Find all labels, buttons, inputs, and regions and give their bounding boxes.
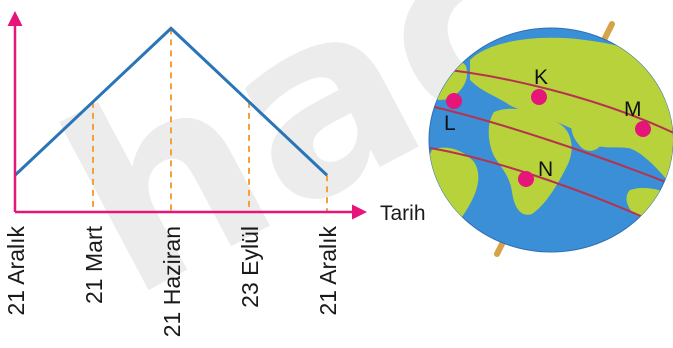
- point-marker-m: [635, 121, 651, 137]
- x-tick-labels: 21 Aralık 21 Mart 21 Haziran 23 Eylül 21 Ara…: [3, 225, 341, 337]
- point-label-m: M: [624, 98, 642, 121]
- point-marker-l: [446, 93, 462, 109]
- guide-lines: [92, 28, 328, 212]
- land-arabia: [571, 123, 604, 151]
- x-tick-label: 23 Eylül: [237, 226, 263, 308]
- globe-illustration: K L M N: [428, 21, 673, 257]
- point-marker-k: [531, 89, 547, 105]
- x-tick-label: 21 Aralık: [315, 226, 341, 316]
- line-chart: Tarih 21 Aralık 21 Mart 21 Haziran 23 Eylül…: [3, 11, 426, 337]
- point-marker-n: [518, 171, 534, 187]
- x-tick-label: 21 Mart: [81, 225, 107, 304]
- point-label-l: L: [444, 112, 456, 135]
- x-tick-label: 21 Aralık: [3, 226, 29, 316]
- point-label-n: N: [538, 158, 553, 181]
- land-africa: [488, 108, 572, 215]
- latitude-circle-1: [429, 67, 673, 135]
- series-line: [13, 26, 329, 177]
- land-eurasia: [470, 37, 673, 190]
- point-label-k: K: [534, 66, 548, 89]
- latitude-circle-2: [429, 105, 673, 187]
- x-tick-label: 21 Haziran: [159, 226, 185, 337]
- x-axis-title: Tarih: [380, 202, 426, 225]
